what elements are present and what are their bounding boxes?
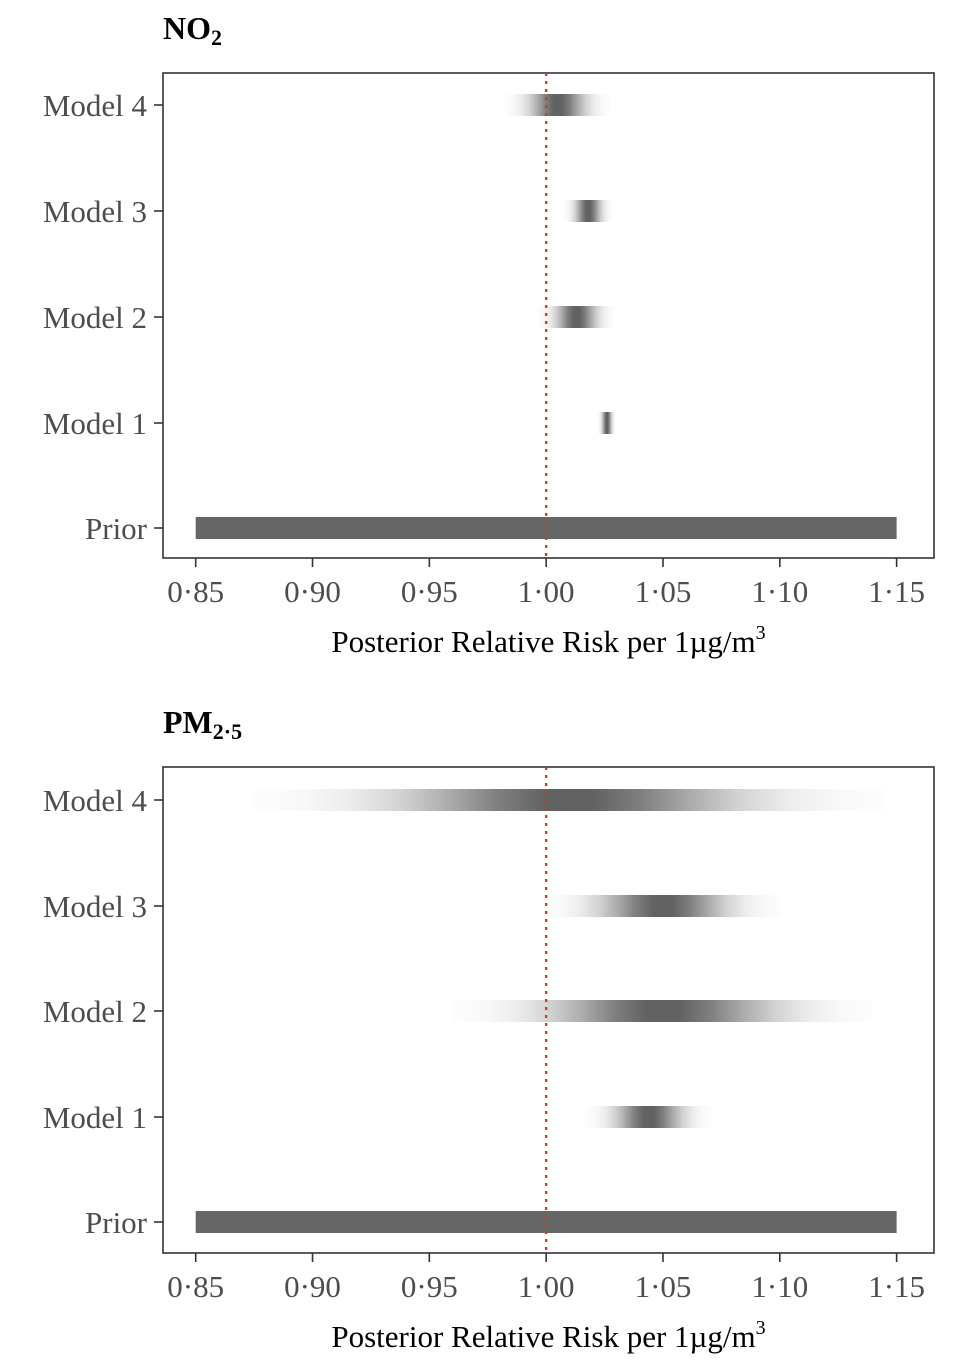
y-tick-label: Model 3: [43, 889, 147, 924]
x-tick-label: 1·00: [518, 574, 575, 609]
interval-prior: [195, 517, 897, 539]
x-tick-label: 1·15: [868, 574, 925, 609]
x-axis-title: Posterior Relative Risk per 1µg/m3: [331, 1317, 765, 1354]
y-tick-label: Prior: [85, 1205, 148, 1240]
x-tick-label: 1·10: [751, 574, 808, 609]
interval-model-3: [563, 200, 613, 222]
y-tick-label: Model 3: [43, 194, 147, 229]
interval-model-4: [254, 789, 885, 811]
interval-model-2: [452, 1000, 874, 1022]
panel-title-subscript: 2: [211, 25, 222, 50]
x-tick-label: 1·10: [751, 1269, 808, 1304]
y-tick-label: Model 4: [43, 88, 148, 123]
x-axis-title: Posterior Relative Risk per 1µg/m3: [331, 622, 765, 659]
x-tick-label: 0·85: [167, 574, 224, 609]
x-tick-label: 0·90: [284, 574, 341, 609]
x-tick-label: 0·95: [401, 1269, 458, 1304]
y-tick-label: Model 2: [43, 994, 147, 1029]
panel-1: NO2 Prior Model 1 Model 2 Model 3 Model 4 0·85…: [43, 10, 935, 659]
panel-title: NO2: [163, 10, 222, 50]
interval-model-4: [505, 94, 611, 116]
interval-model-3: [543, 895, 783, 917]
x-tick-label: 0·85: [167, 1269, 224, 1304]
y-tick-label: Prior: [85, 511, 148, 546]
interval-model-1: [585, 1106, 713, 1128]
interval-prior: [195, 1211, 897, 1233]
panel-2: PM2·5 Prior Model 1 Model 2 Model 3 Model 4 0·…: [43, 704, 935, 1354]
x-tick-label: 1·05: [635, 1269, 692, 1304]
x-axis-title-superscript: 3: [756, 622, 766, 644]
x-tick-label: 1·05: [635, 574, 692, 609]
y-tick-label: Model 2: [43, 300, 147, 335]
y-tick-label: Model 1: [43, 406, 147, 441]
x-tick-label: 1·15: [868, 1269, 925, 1304]
interval-model-1: [597, 412, 617, 434]
y-tick-label: Model 4: [43, 783, 148, 818]
x-tick-label: 0·90: [284, 1269, 341, 1304]
x-tick-label: 1·00: [518, 1269, 575, 1304]
x-tick-label: 0·95: [401, 574, 458, 609]
y-tick-label: Model 1: [43, 1100, 147, 1135]
panel-title: PM2·5: [163, 704, 242, 744]
interval-model-2: [537, 306, 616, 328]
panel-title-subscript: 2·5: [213, 719, 242, 744]
x-axis-title-superscript: 3: [756, 1317, 766, 1339]
